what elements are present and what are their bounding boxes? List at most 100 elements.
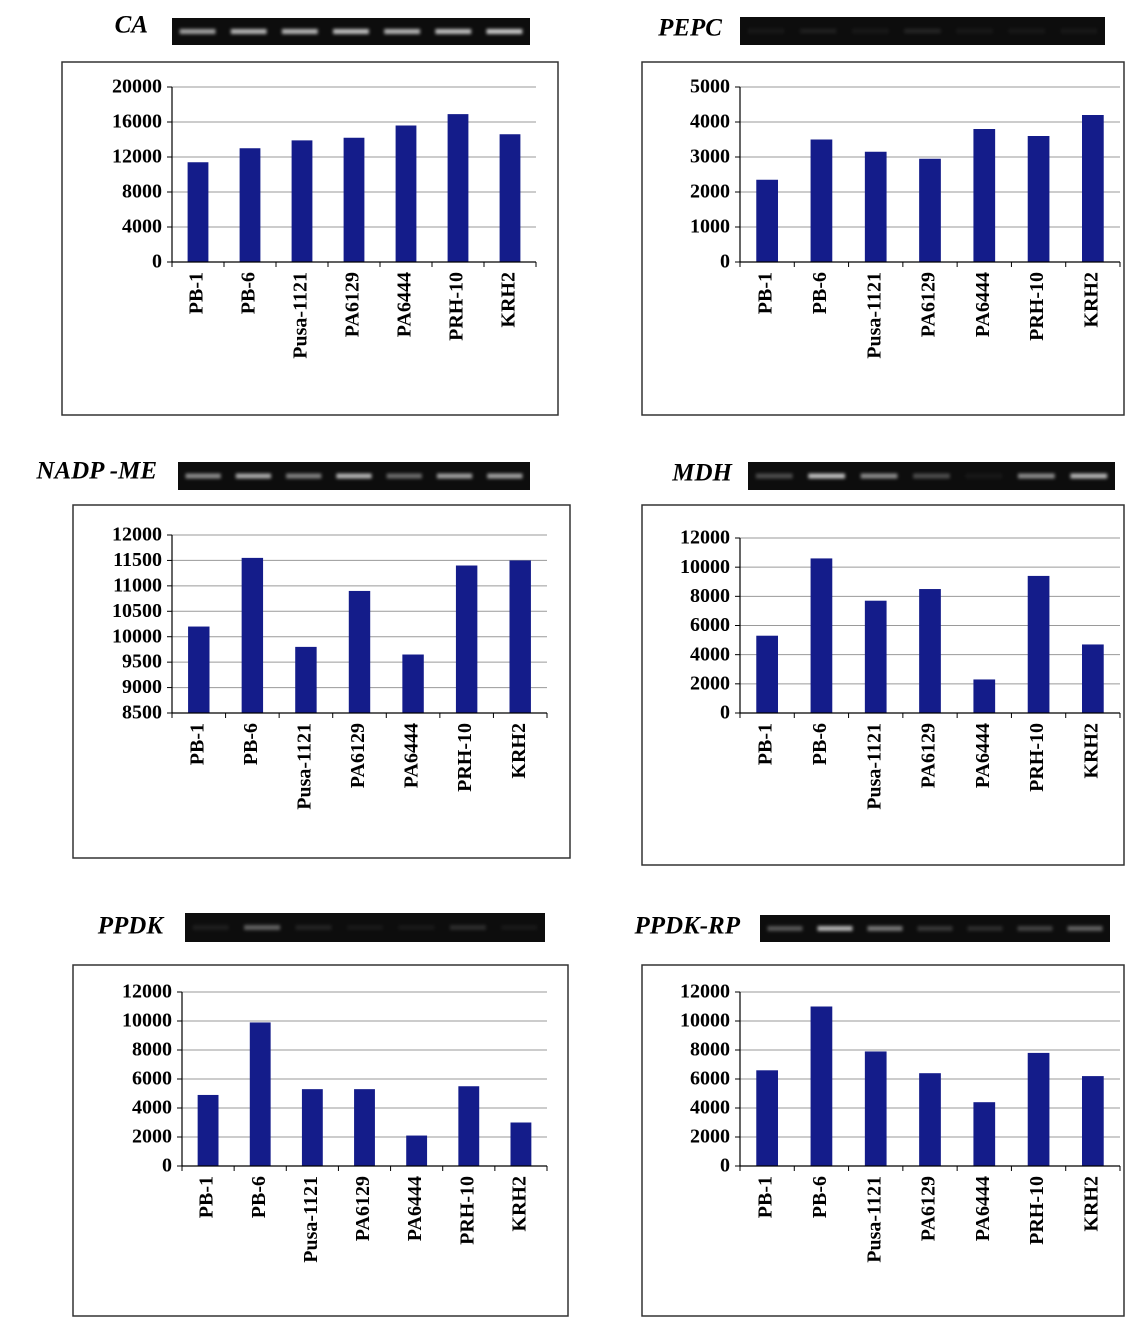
panel: PEPC010002000300040005000PB-1PB-6Pusa-11…	[642, 15, 1124, 415]
gel-band	[384, 29, 420, 34]
y-tick-label: 6000	[132, 1068, 172, 1090]
y-tick-label: 8000	[690, 1039, 730, 1061]
bar	[240, 148, 261, 262]
gel-band	[387, 474, 422, 479]
bar	[1028, 1053, 1050, 1166]
gel-band	[244, 925, 280, 930]
y-tick-label: 2000	[690, 181, 730, 203]
gel-band	[852, 29, 889, 34]
gel-band	[282, 29, 318, 34]
bar	[919, 159, 941, 262]
y-tick-label: 4000	[132, 1097, 172, 1119]
bar	[973, 1102, 995, 1166]
bar	[354, 1089, 375, 1166]
x-tick-label: PB-6	[240, 723, 262, 765]
gel-band	[768, 926, 803, 931]
y-tick-label: 9000	[122, 676, 162, 698]
y-tick-label: 10500	[112, 600, 162, 622]
bar	[344, 138, 365, 262]
gel-band	[347, 925, 383, 930]
x-tick-label: PA6129	[918, 723, 940, 788]
x-tick-label: KRH2	[1080, 723, 1102, 779]
bar	[973, 129, 995, 262]
bar	[1082, 644, 1104, 713]
x-tick-label: Pusa-1121	[300, 1176, 322, 1263]
panel: PPDK020004000600080001000012000PB-1PB-6P…	[73, 913, 568, 1316]
bar	[510, 560, 531, 713]
gel-band	[1018, 474, 1055, 479]
bar	[250, 1022, 271, 1166]
bar	[865, 601, 887, 713]
x-tick-label: PB-6	[248, 1176, 270, 1218]
y-tick-label: 10000	[680, 556, 730, 578]
x-tick-label: PRH-10	[446, 272, 468, 341]
gel-band	[286, 474, 321, 479]
y-tick-label: 0	[720, 1155, 730, 1177]
y-tick-label: 2000	[690, 1126, 730, 1148]
y-tick-label: 8000	[122, 181, 162, 203]
gel-band	[336, 474, 371, 479]
y-tick-label: 12000	[112, 146, 162, 168]
gel-band	[180, 29, 216, 34]
y-tick-label: 16000	[112, 111, 162, 133]
y-tick-label: 12000	[112, 524, 162, 546]
bar	[865, 1051, 887, 1166]
bar	[188, 162, 209, 262]
panel: PPDK-RP020004000600080001000012000PB-1PB…	[633, 913, 1124, 1316]
panel-title: MDH	[671, 460, 733, 487]
x-tick-label: Pusa-1121	[294, 723, 316, 810]
y-tick-label: 12000	[680, 981, 730, 1003]
bar	[292, 140, 313, 262]
panel-title: PPDK	[97, 913, 166, 940]
x-tick-label: PA6444	[972, 723, 994, 788]
y-tick-label: 9500	[122, 651, 162, 673]
y-tick-label: 10000	[680, 1010, 730, 1032]
gel-band	[236, 474, 271, 479]
gel-band	[333, 29, 369, 34]
x-tick-label: PA6444	[404, 1176, 426, 1241]
x-tick-label: PB-1	[755, 723, 777, 765]
bar	[811, 1007, 833, 1167]
y-tick-label: 12000	[122, 981, 172, 1003]
bar	[500, 134, 521, 262]
gel-band	[450, 925, 486, 930]
gel-band	[808, 474, 845, 479]
y-tick-label: 1000	[690, 216, 730, 238]
x-tick-label: PB-1	[186, 272, 208, 314]
bar	[1082, 115, 1104, 262]
bar	[756, 1070, 778, 1166]
x-tick-label: PRH-10	[1026, 1176, 1048, 1245]
gel-band	[487, 29, 523, 34]
x-tick-label: KRH2	[508, 723, 530, 779]
figure: CA040008000120001600020000PB-1PB-6Pusa-1…	[0, 0, 1125, 1317]
x-tick-label: PB-1	[755, 272, 777, 314]
x-tick-label: PB-6	[809, 723, 831, 765]
x-tick-label: Pusa-1121	[863, 723, 885, 810]
gel-band	[487, 474, 522, 479]
gel-band	[800, 29, 837, 34]
y-tick-label: 12000	[680, 527, 730, 549]
gel-band	[913, 474, 950, 479]
gel-band	[435, 29, 471, 34]
y-tick-label: 0	[720, 251, 730, 273]
y-tick-label: 5000	[690, 76, 730, 98]
gel-band	[818, 926, 853, 931]
x-tick-label: PA6129	[918, 1176, 940, 1241]
gel-band	[437, 474, 472, 479]
x-tick-label: PA6129	[918, 272, 940, 337]
x-tick-label: Pusa-1121	[863, 272, 885, 359]
x-tick-label: PRH-10	[1026, 723, 1048, 792]
bar	[456, 566, 477, 713]
y-tick-label: 11500	[113, 549, 162, 571]
gel-band	[756, 474, 793, 479]
x-tick-label: KRH2	[498, 272, 520, 328]
gel-band	[918, 926, 953, 931]
x-tick-label: PB-1	[196, 1176, 218, 1218]
x-tick-label: PA6444	[394, 272, 416, 337]
bar	[756, 636, 778, 713]
bar	[242, 558, 263, 713]
gel-band	[186, 474, 221, 479]
y-tick-label: 4000	[122, 216, 162, 238]
